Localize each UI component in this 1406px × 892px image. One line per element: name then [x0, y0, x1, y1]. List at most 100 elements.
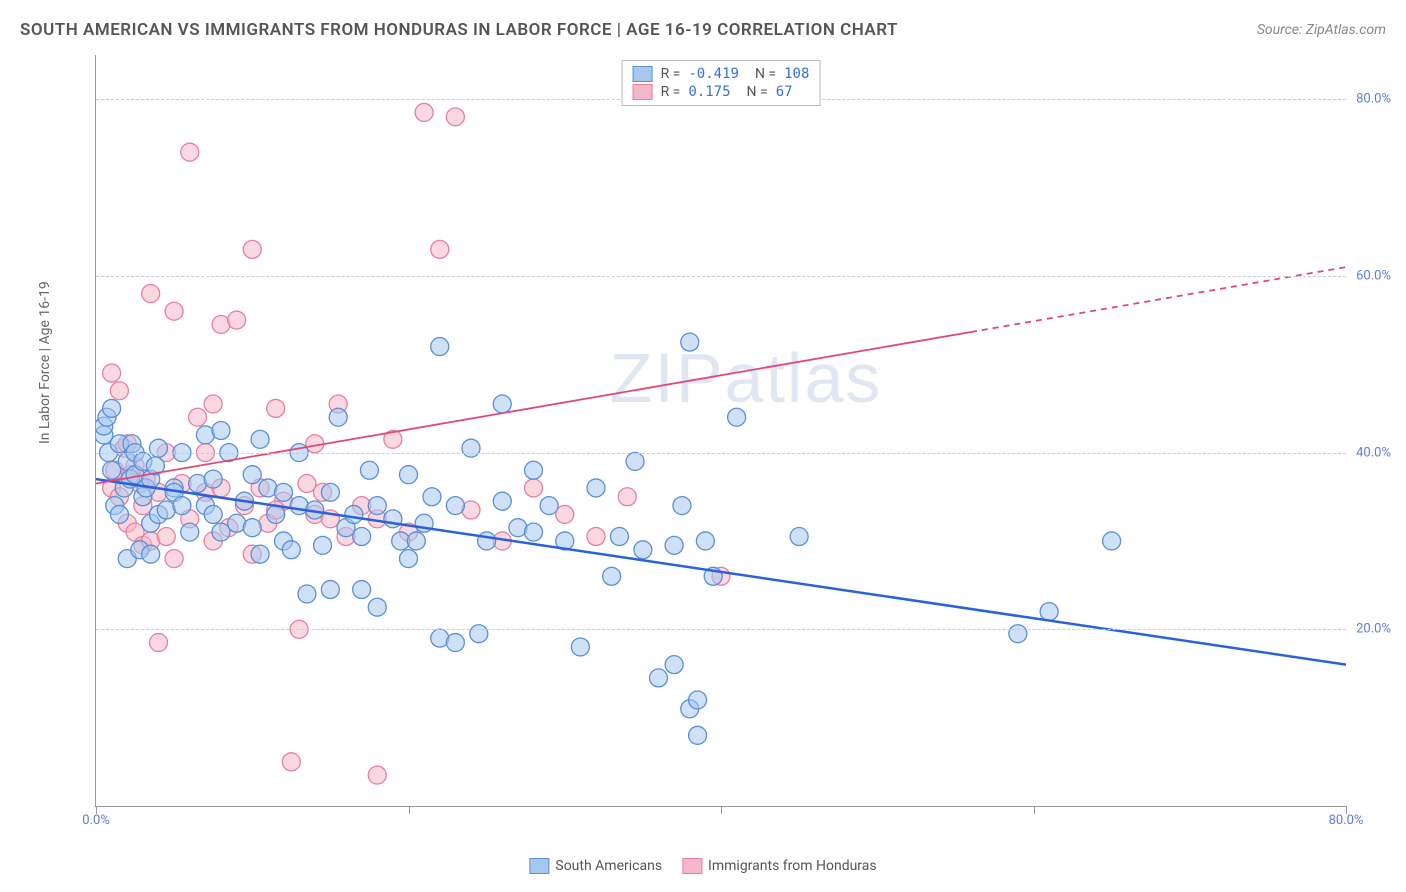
- data-point: [368, 497, 386, 515]
- data-point: [165, 550, 183, 568]
- data-point: [282, 753, 300, 771]
- plot-area: ZIPatlas R = -0.419 N = 108 R = 0.175 N …: [95, 55, 1346, 807]
- data-point: [525, 479, 543, 497]
- data-point: [110, 505, 128, 523]
- data-point: [267, 505, 285, 523]
- data-point: [610, 528, 628, 546]
- chart-source: Source: ZipAtlas.com: [1257, 22, 1386, 38]
- data-point: [587, 479, 605, 497]
- data-point: [446, 497, 464, 515]
- gridline: [96, 453, 1346, 454]
- data-point: [790, 528, 808, 546]
- legend-n-label: N =: [747, 84, 768, 100]
- data-point: [493, 395, 511, 413]
- xtick: [1034, 806, 1035, 814]
- data-point: [298, 475, 316, 493]
- data-point: [478, 532, 496, 550]
- legend-row: R = -0.419 N = 108: [633, 65, 810, 83]
- data-point: [251, 430, 269, 448]
- trend-line: [96, 479, 1346, 665]
- data-point: [665, 656, 683, 674]
- data-point: [650, 669, 668, 687]
- legend-n-value: 67: [776, 84, 793, 100]
- data-point: [150, 439, 168, 457]
- data-point: [165, 302, 183, 320]
- legend-n-label: N =: [755, 66, 776, 82]
- data-point: [212, 422, 230, 440]
- yaxis-title: In Labor Force | Age 16-19: [37, 281, 53, 444]
- data-point: [681, 333, 699, 351]
- xtick: [409, 806, 410, 814]
- plot-svg: [96, 55, 1346, 806]
- data-point: [204, 505, 222, 523]
- legend-r-value: -0.419: [688, 66, 739, 82]
- legend-r-label: R =: [661, 84, 681, 100]
- legend-row: R = 0.175 N = 67: [633, 83, 810, 101]
- data-point: [470, 625, 488, 643]
- data-point: [407, 532, 425, 550]
- chart-title: SOUTH AMERICAN VS IMMIGRANTS FROM HONDUR…: [20, 20, 898, 40]
- data-point: [142, 545, 160, 563]
- legend-swatch: [633, 84, 653, 100]
- data-point: [204, 470, 222, 488]
- legend-item: Immigrants from Honduras: [682, 858, 877, 874]
- legend-swatch: [682, 858, 702, 874]
- data-point: [251, 545, 269, 563]
- data-point: [298, 585, 316, 603]
- data-point: [689, 691, 707, 709]
- legend-swatch: [633, 66, 653, 82]
- data-point: [360, 461, 378, 479]
- data-point: [157, 528, 175, 546]
- data-point: [275, 483, 293, 501]
- data-point: [556, 505, 574, 523]
- data-point: [212, 523, 230, 541]
- chart-area: In Labor Force | Age 16-19 ZIPatlas R = …: [50, 55, 1386, 832]
- gridline: [96, 276, 1346, 277]
- xtick-label: 80.0%: [1329, 813, 1364, 828]
- data-point: [353, 581, 371, 599]
- data-point: [571, 638, 589, 656]
- data-point: [142, 285, 160, 303]
- xtick: [721, 806, 722, 814]
- data-point: [181, 143, 199, 161]
- data-point: [634, 541, 652, 559]
- data-point: [587, 528, 605, 546]
- data-point: [181, 523, 199, 541]
- data-point: [228, 311, 246, 329]
- data-point: [431, 338, 449, 356]
- data-point: [243, 519, 261, 537]
- data-point: [173, 497, 191, 515]
- data-point: [368, 598, 386, 616]
- ytick-label: 60.0%: [1356, 268, 1391, 283]
- data-point: [103, 461, 121, 479]
- legend-swatch: [529, 858, 549, 874]
- legend-item: South Americans: [529, 858, 662, 874]
- legend-series: South Americans Immigrants from Honduras: [529, 858, 876, 874]
- data-point: [423, 488, 441, 506]
- data-point: [267, 399, 285, 417]
- data-point: [103, 399, 121, 417]
- data-point: [110, 382, 128, 400]
- data-point: [665, 536, 683, 554]
- data-point: [446, 634, 464, 652]
- data-point: [353, 528, 371, 546]
- data-point: [603, 567, 621, 585]
- data-point: [368, 766, 386, 784]
- data-point: [204, 395, 222, 413]
- data-point: [728, 408, 746, 426]
- ytick-label: 20.0%: [1356, 622, 1391, 637]
- data-point: [321, 581, 339, 599]
- ytick-label: 80.0%: [1356, 92, 1391, 107]
- data-point: [626, 452, 644, 470]
- data-point: [243, 240, 261, 258]
- data-point: [1040, 603, 1058, 621]
- chart-header: SOUTH AMERICAN VS IMMIGRANTS FROM HONDUR…: [20, 20, 1386, 40]
- legend-correlation: R = -0.419 N = 108 R = 0.175 N = 67: [622, 60, 821, 106]
- data-point: [400, 466, 418, 484]
- legend-label: South Americans: [555, 858, 662, 874]
- data-point: [314, 536, 332, 554]
- data-point: [689, 726, 707, 744]
- data-point: [329, 408, 347, 426]
- legend-r-label: R =: [661, 66, 681, 82]
- data-point: [431, 240, 449, 258]
